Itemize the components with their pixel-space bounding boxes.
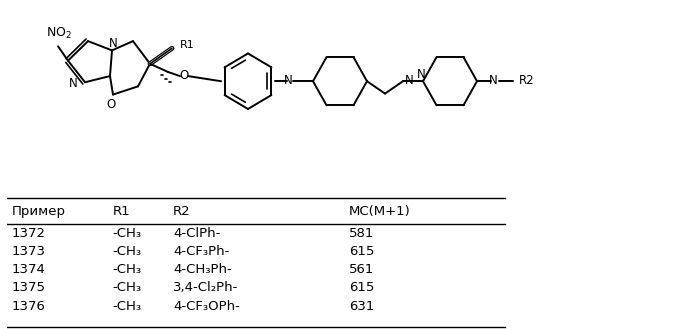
Text: N: N bbox=[417, 67, 426, 81]
Text: R1: R1 bbox=[113, 205, 130, 218]
Text: 4-CH₃Ph-: 4-CH₃Ph- bbox=[173, 263, 232, 276]
Text: Пример: Пример bbox=[12, 205, 66, 218]
Text: 631: 631 bbox=[350, 300, 375, 313]
Text: -CH₃: -CH₃ bbox=[113, 227, 142, 240]
Text: N: N bbox=[284, 74, 292, 87]
Text: 581: 581 bbox=[350, 227, 375, 240]
Text: MC(M+1): MC(M+1) bbox=[350, 205, 411, 218]
Text: -CH₃: -CH₃ bbox=[113, 245, 142, 258]
Text: 615: 615 bbox=[350, 281, 375, 294]
Text: 3,4-Cl₂Ph-: 3,4-Cl₂Ph- bbox=[173, 281, 238, 294]
Text: 1372: 1372 bbox=[12, 227, 46, 240]
Text: N: N bbox=[69, 77, 78, 90]
Text: 1374: 1374 bbox=[12, 263, 46, 276]
Text: 561: 561 bbox=[350, 263, 375, 276]
Text: N: N bbox=[108, 37, 117, 50]
Text: N: N bbox=[405, 74, 413, 87]
Text: -CH₃: -CH₃ bbox=[113, 300, 142, 313]
Text: O: O bbox=[106, 98, 115, 112]
Text: 4-ClPh-: 4-ClPh- bbox=[173, 227, 220, 240]
Text: R1: R1 bbox=[180, 40, 195, 50]
Text: R2: R2 bbox=[173, 205, 191, 218]
Text: N: N bbox=[489, 74, 498, 87]
Text: 1376: 1376 bbox=[12, 300, 46, 313]
Text: 4-CF₃OPh-: 4-CF₃OPh- bbox=[173, 300, 240, 313]
Text: 615: 615 bbox=[350, 245, 375, 258]
Text: R2: R2 bbox=[519, 74, 535, 87]
Text: NO$_2$: NO$_2$ bbox=[46, 26, 72, 41]
Text: 1373: 1373 bbox=[12, 245, 46, 258]
Text: 4-CF₃Ph-: 4-CF₃Ph- bbox=[173, 245, 229, 258]
Text: -CH₃: -CH₃ bbox=[113, 263, 142, 276]
Text: O: O bbox=[180, 68, 189, 82]
Text: -CH₃: -CH₃ bbox=[113, 281, 142, 294]
Text: 1375: 1375 bbox=[12, 281, 46, 294]
